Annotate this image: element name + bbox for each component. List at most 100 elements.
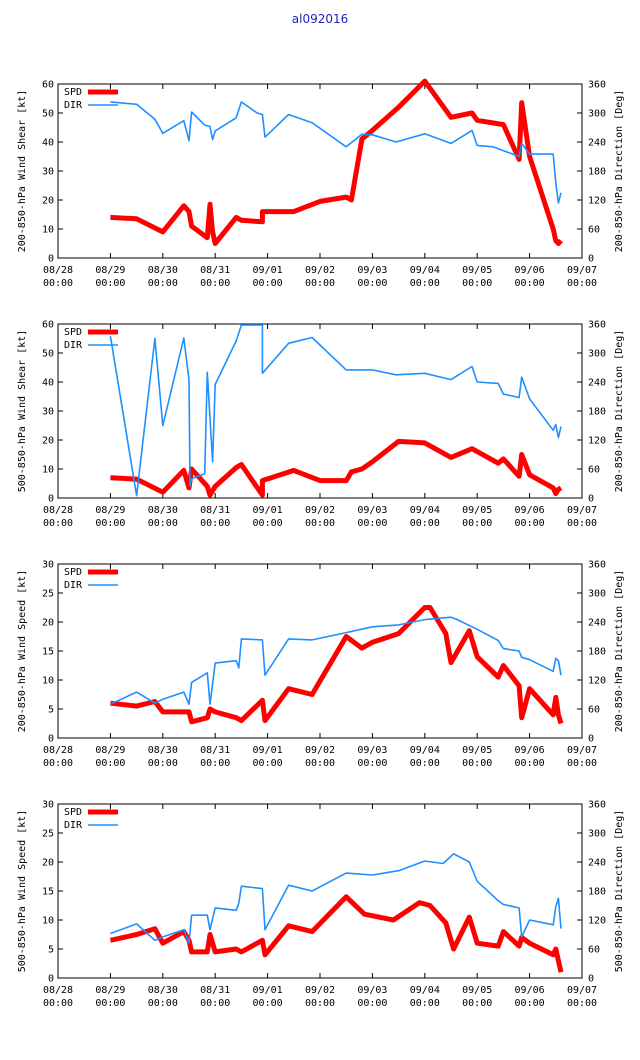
y-tick-label: 0 bbox=[48, 974, 54, 985]
y2-tick-label: 180 bbox=[588, 407, 606, 418]
x-tick-time: 00:00 bbox=[462, 758, 492, 769]
x-tick-time: 00:00 bbox=[253, 278, 283, 289]
x-tick-time: 00:00 bbox=[305, 758, 335, 769]
x-tick-time: 00:00 bbox=[357, 758, 387, 769]
x-tick-time: 00:00 bbox=[200, 758, 230, 769]
y2-tick-label: 0 bbox=[588, 254, 594, 265]
x-tick-date: 08/28 bbox=[43, 505, 73, 516]
chart-panel-4: 05101520253006012018024030036008/2800:00… bbox=[17, 800, 625, 1010]
x-tick-time: 00:00 bbox=[462, 998, 492, 1009]
y2-tick-label: 60 bbox=[588, 465, 600, 476]
y2-tick-label: 300 bbox=[588, 109, 606, 120]
y-tick-label: 10 bbox=[42, 225, 54, 236]
legend: SPD DIR bbox=[64, 327, 118, 351]
y2-tick-label: 360 bbox=[588, 560, 606, 571]
y-tick-label: 30 bbox=[42, 167, 54, 178]
spd-series-line bbox=[109, 894, 564, 973]
x-tick-date: 09/01 bbox=[253, 505, 283, 516]
x-tick-date: 09/02 bbox=[305, 985, 335, 996]
x-tick-time: 00:00 bbox=[515, 758, 545, 769]
y-tick-label: 60 bbox=[42, 320, 54, 331]
plot-frame bbox=[57, 563, 583, 739]
y-tick-label: 40 bbox=[42, 378, 54, 389]
x-tick-time: 00:00 bbox=[253, 518, 283, 529]
y2-axis-label: 200-850-hPa Direction [Deg] bbox=[614, 330, 625, 493]
y2-tick-label: 240 bbox=[588, 618, 606, 629]
x-tick-date: 09/06 bbox=[515, 985, 545, 996]
figure-title: al092016 bbox=[291, 12, 349, 26]
dir-series-line bbox=[110, 101, 562, 204]
x-tick-time: 00:00 bbox=[410, 518, 440, 529]
y2-tick-label: 120 bbox=[588, 436, 606, 447]
y-tick-label: 30 bbox=[42, 800, 54, 811]
x-tick-time: 00:00 bbox=[305, 278, 335, 289]
x-tick-date: 09/06 bbox=[515, 745, 545, 756]
y-tick-label: 10 bbox=[42, 465, 54, 476]
x-tick-date: 08/28 bbox=[43, 265, 73, 276]
y2-tick-label: 120 bbox=[588, 676, 606, 687]
y2-tick-label: 60 bbox=[588, 945, 600, 956]
x-tick-date: 08/31 bbox=[200, 745, 230, 756]
x-tick-date: 08/31 bbox=[200, 505, 230, 516]
x-tick-date: 08/28 bbox=[43, 745, 73, 756]
x-tick-date: 09/07 bbox=[567, 505, 597, 516]
y-tick-label: 0 bbox=[48, 254, 54, 265]
y-tick-label: 10 bbox=[42, 916, 54, 927]
y-tick-label: 20 bbox=[42, 196, 54, 207]
y-tick-label: 30 bbox=[42, 560, 54, 571]
y-tick-label: 5 bbox=[48, 945, 54, 956]
legend: SPD DIR bbox=[64, 567, 118, 591]
x-tick-date: 08/31 bbox=[200, 985, 230, 996]
x-tick-date: 09/02 bbox=[305, 745, 335, 756]
y-tick-label: 20 bbox=[42, 436, 54, 447]
legend: SPD DIR bbox=[64, 87, 118, 111]
y2-axis-label: 200-850-hPa Direction [Deg] bbox=[614, 90, 625, 253]
x-tick-date: 09/05 bbox=[462, 505, 492, 516]
spd-series-line bbox=[110, 605, 564, 725]
x-tick-date: 08/29 bbox=[95, 265, 125, 276]
legend: SPD DIR bbox=[64, 807, 118, 831]
legend-dir-label: DIR bbox=[64, 820, 83, 831]
y2-axis-label: 500-850-hPa Direction [Deg] bbox=[614, 810, 625, 973]
x-tick-date: 08/28 bbox=[43, 985, 73, 996]
x-tick-date: 08/30 bbox=[148, 265, 178, 276]
x-tick-date: 09/05 bbox=[462, 745, 492, 756]
y2-tick-label: 360 bbox=[588, 800, 606, 811]
y2-tick-label: 0 bbox=[588, 734, 594, 745]
dir-series-line bbox=[109, 324, 562, 497]
y-tick-label: 25 bbox=[42, 589, 54, 600]
x-tick-date: 09/04 bbox=[410, 505, 440, 516]
y-tick-label: 10 bbox=[42, 676, 54, 687]
x-tick-date: 08/31 bbox=[200, 265, 230, 276]
x-tick-time: 00:00 bbox=[43, 278, 73, 289]
x-tick-time: 00:00 bbox=[148, 758, 178, 769]
y2-tick-label: 360 bbox=[588, 320, 606, 331]
y2-tick-label: 180 bbox=[588, 167, 606, 178]
y-axis-label: 200-850-hPa Wind Speed [kt] bbox=[17, 570, 28, 733]
x-tick-date: 09/02 bbox=[305, 505, 335, 516]
y2-axis-label: 200-850-hPa Direction [Deg] bbox=[614, 570, 625, 733]
x-tick-date: 08/29 bbox=[95, 745, 125, 756]
y2-tick-label: 0 bbox=[588, 974, 594, 985]
x-tick-time: 00:00 bbox=[200, 278, 230, 289]
y2-tick-label: 60 bbox=[588, 225, 600, 236]
y-tick-label: 50 bbox=[42, 109, 54, 120]
x-tick-time: 00:00 bbox=[515, 518, 545, 529]
x-tick-date: 09/03 bbox=[357, 985, 387, 996]
y-tick-label: 5 bbox=[48, 705, 54, 716]
x-tick-time: 00:00 bbox=[148, 518, 178, 529]
x-tick-date: 08/30 bbox=[148, 985, 178, 996]
x-tick-date: 09/03 bbox=[357, 745, 387, 756]
dir-series-line bbox=[110, 616, 562, 706]
x-tick-date: 09/01 bbox=[253, 265, 283, 276]
x-tick-date: 09/03 bbox=[357, 505, 387, 516]
x-tick-time: 00:00 bbox=[43, 518, 73, 529]
y2-tick-label: 0 bbox=[588, 494, 594, 505]
x-tick-time: 00:00 bbox=[462, 518, 492, 529]
y2-tick-label: 240 bbox=[588, 858, 606, 869]
x-tick-time: 00:00 bbox=[95, 278, 125, 289]
x-tick-date: 09/01 bbox=[253, 985, 283, 996]
plot-frame bbox=[57, 83, 583, 259]
y2-tick-label: 180 bbox=[588, 647, 606, 658]
spd-series-line bbox=[110, 78, 563, 246]
